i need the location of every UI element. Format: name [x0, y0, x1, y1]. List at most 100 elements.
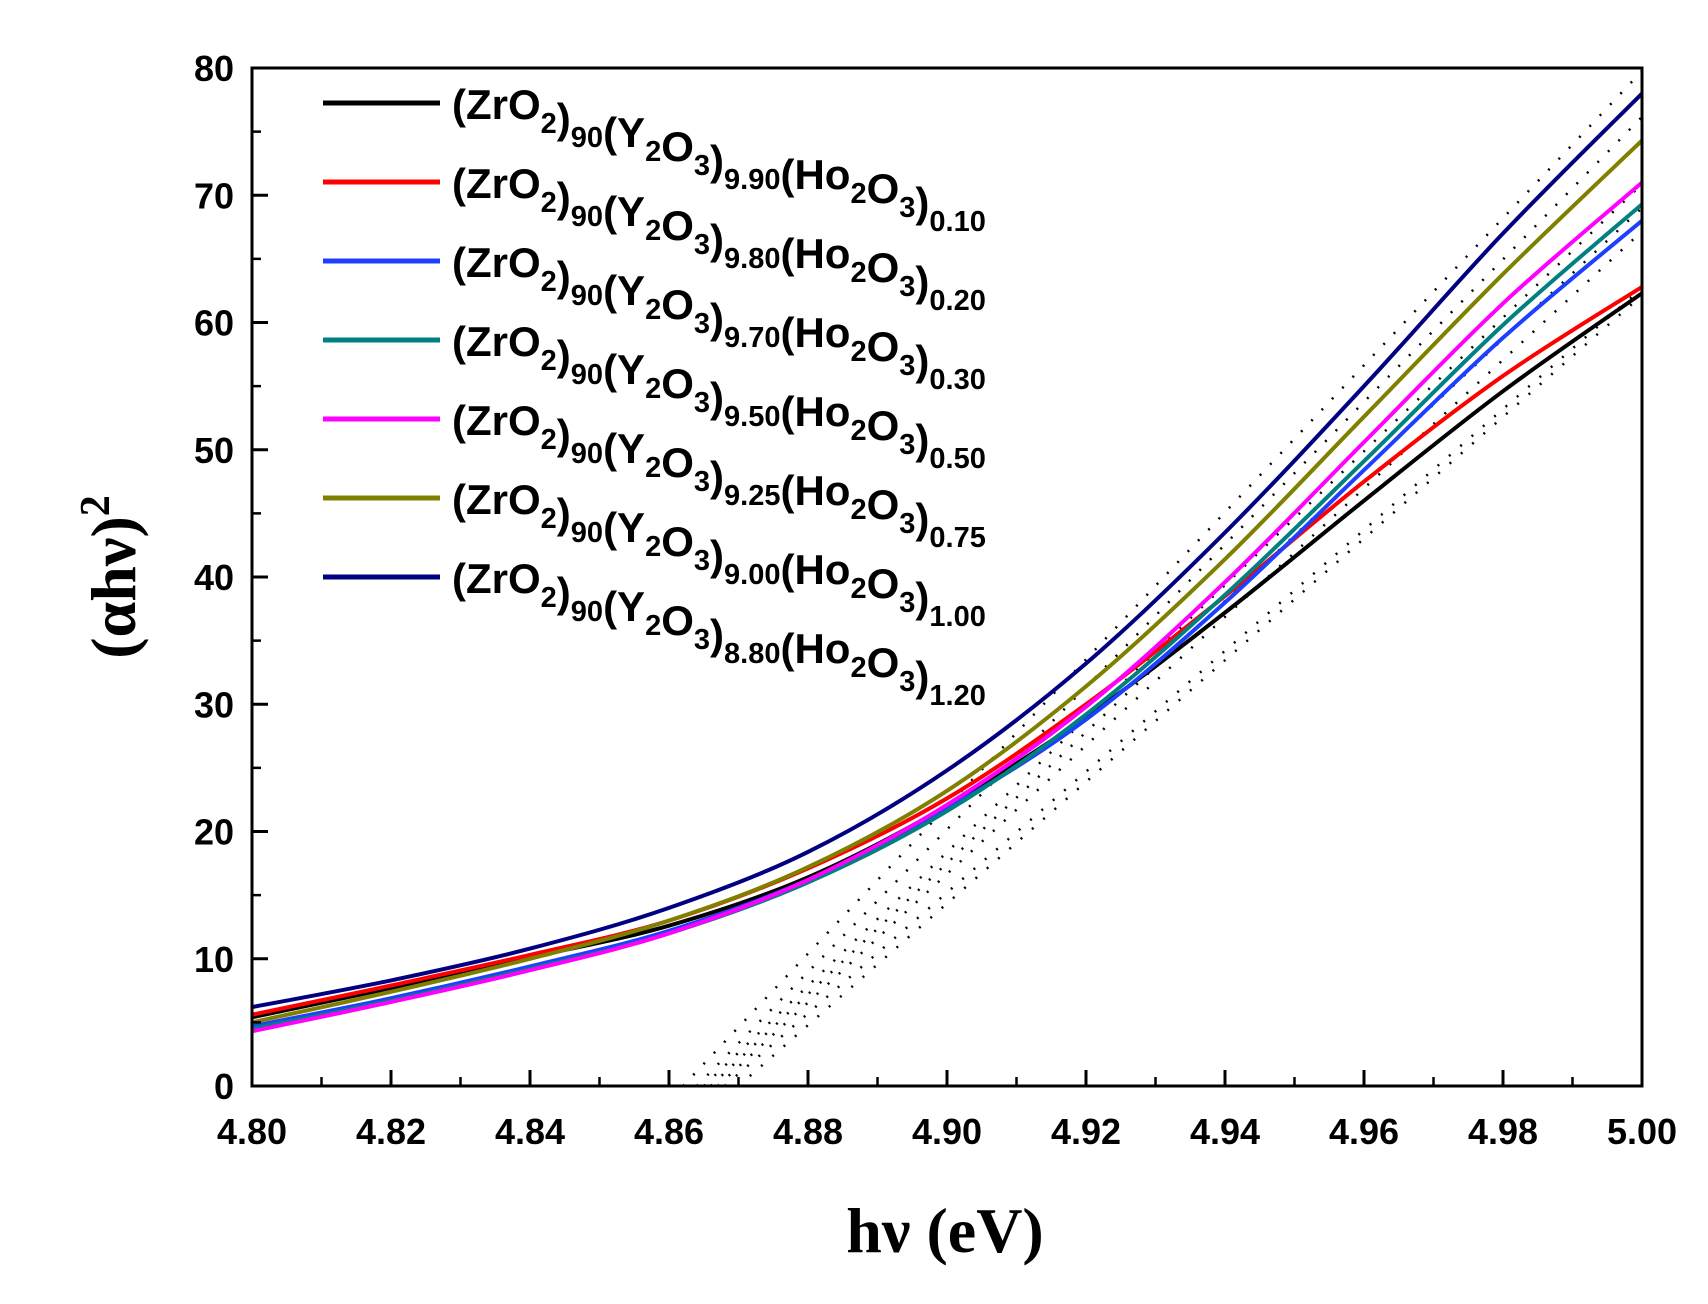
legend-text-part: ) — [915, 258, 929, 305]
legend-text-part: ) — [915, 574, 929, 621]
legend-text-part: (Y — [603, 425, 645, 472]
x-tick-label: 4.82 — [356, 1111, 426, 1152]
legend-subscript: 3 — [899, 587, 915, 619]
legend-text-part: ) — [557, 490, 571, 537]
legend-subscript: 3 — [899, 666, 915, 698]
y-axis-title-superscript: 2 — [73, 495, 119, 516]
fit-line-2 — [723, 287, 1642, 1086]
y-tick-label: 20 — [194, 812, 234, 853]
legend-label-3: (ZrO2)90(Y2O3)9.70(Ho2O3)0.30 — [452, 239, 986, 396]
y-tick-label: 50 — [194, 430, 234, 471]
legend-subscript: 3 — [694, 466, 710, 498]
legend-text-part: (ZrO — [452, 81, 541, 128]
legend-subscript: 9.80 — [724, 243, 780, 275]
legend-text-part: ) — [710, 137, 724, 184]
legend-subscript: 90 — [571, 517, 603, 549]
legend-text-part: (Y — [603, 583, 645, 630]
legend-subscript: 3 — [899, 508, 915, 540]
legend: (ZrO2)90(Y2O3)9.90(Ho2O3)0.10(ZrO2)90(Y2… — [323, 81, 986, 712]
x-axis-title: hν (eV) — [846, 1195, 1043, 1266]
legend-subscript: 2 — [541, 582, 557, 614]
legend-text-part: ) — [557, 332, 571, 379]
legend-subscript: 2 — [541, 266, 557, 298]
legend-text-part: O — [867, 402, 900, 449]
legend-text-part: (Ho — [780, 625, 850, 672]
legend-text-part: O — [661, 360, 694, 407]
legend-subscript: 2 — [541, 187, 557, 219]
legend-subscript: 0.10 — [929, 206, 985, 238]
legend-text-part: ) — [710, 216, 724, 263]
legend-subscript: 3 — [694, 387, 710, 419]
legend-text-part: (Ho — [780, 151, 850, 198]
legend-subscript: 9.25 — [724, 480, 780, 512]
legend-subscript: 2 — [850, 257, 866, 289]
legend-subscript: 9.90 — [724, 164, 780, 196]
legend-text-part: ) — [915, 653, 929, 700]
legend-label-5: (ZrO2)90(Y2O3)9.25(Ho2O3)0.75 — [452, 397, 986, 554]
legend-text-part: (ZrO — [452, 239, 541, 286]
legend-subscript: 2 — [645, 452, 661, 484]
legend-subscript: 3 — [899, 271, 915, 303]
legend-text-part: O — [661, 597, 694, 644]
legend-text-part: O — [867, 639, 900, 686]
legend-subscript: 90 — [571, 122, 603, 154]
legend-subscript: 2 — [541, 345, 557, 377]
y-tick-label: 80 — [194, 48, 234, 89]
legend-text-part: (Y — [603, 504, 645, 551]
legend-text-part: O — [867, 323, 900, 370]
y-tick-label: 30 — [194, 684, 234, 725]
legend-text-part: O — [661, 439, 694, 486]
legend-text-part: O — [867, 244, 900, 291]
x-tick-label: 4.80 — [217, 1111, 287, 1152]
legend-subscript: 2 — [645, 215, 661, 247]
legend-subscript: 90 — [571, 359, 603, 391]
legend-subscript: 2 — [645, 531, 661, 563]
legend-subscript: 0.30 — [929, 364, 985, 396]
series-line-7 — [252, 92, 1642, 1010]
legend-text-part: ) — [710, 295, 724, 342]
legend-subscript: 2 — [541, 503, 557, 535]
legend-subscript: 2 — [645, 136, 661, 168]
legend-subscript: 2 — [541, 108, 557, 140]
data-series — [252, 92, 1642, 1034]
legend-text-part: (Y — [603, 188, 645, 235]
legend-subscript: 3 — [694, 150, 710, 182]
fit-line-6 — [695, 115, 1642, 1086]
legend-subscript: 3 — [899, 350, 915, 382]
legend-text-part: (Y — [603, 109, 645, 156]
series-line-6 — [252, 139, 1642, 1025]
legend-text-part: O — [661, 518, 694, 565]
y-tick-label: 70 — [194, 175, 234, 216]
legend-text-part: ) — [557, 95, 571, 142]
legend-text-part: (Ho — [780, 467, 850, 514]
legend-subscript: 3 — [694, 229, 710, 261]
y-tick-label: 10 — [194, 939, 234, 980]
legend-subscript: 90 — [571, 438, 603, 470]
legend-subscript: 9.70 — [724, 322, 780, 354]
legend-text-part: (ZrO — [452, 397, 541, 444]
legend-text-part: ) — [710, 453, 724, 500]
legend-text-part: O — [661, 202, 694, 249]
legend-label-7: (ZrO2)90(Y2O3)8.80(Ho2O3)1.20 — [452, 555, 986, 712]
x-tick-label: 4.98 — [1468, 1111, 1538, 1152]
legend-text-part: O — [867, 165, 900, 212]
x-tick-label: 4.92 — [1051, 1111, 1121, 1152]
legend-text-part: ) — [710, 374, 724, 421]
y-tick-label: 0 — [214, 1066, 234, 1107]
legend-text-part: ) — [915, 416, 929, 463]
legend-text-part: ) — [557, 569, 571, 616]
legend-text-part: O — [867, 560, 900, 607]
legend-label-2: (ZrO2)90(Y2O3)9.80(Ho2O3)0.20 — [452, 160, 986, 317]
legend-subscript: 0.75 — [929, 522, 985, 554]
series-line-2 — [252, 285, 1642, 1017]
legend-subscript: 2 — [541, 424, 557, 456]
legend-text-part: ) — [710, 611, 724, 658]
legend-subscript: 3 — [694, 624, 710, 656]
legend-subscript: 2 — [850, 336, 866, 368]
legend-text-part: O — [661, 123, 694, 170]
fit-line-1 — [737, 294, 1642, 1086]
legend-subscript: 90 — [571, 201, 603, 233]
legend-text-part: (ZrO — [452, 476, 541, 523]
legend-subscript: 3 — [694, 308, 710, 340]
